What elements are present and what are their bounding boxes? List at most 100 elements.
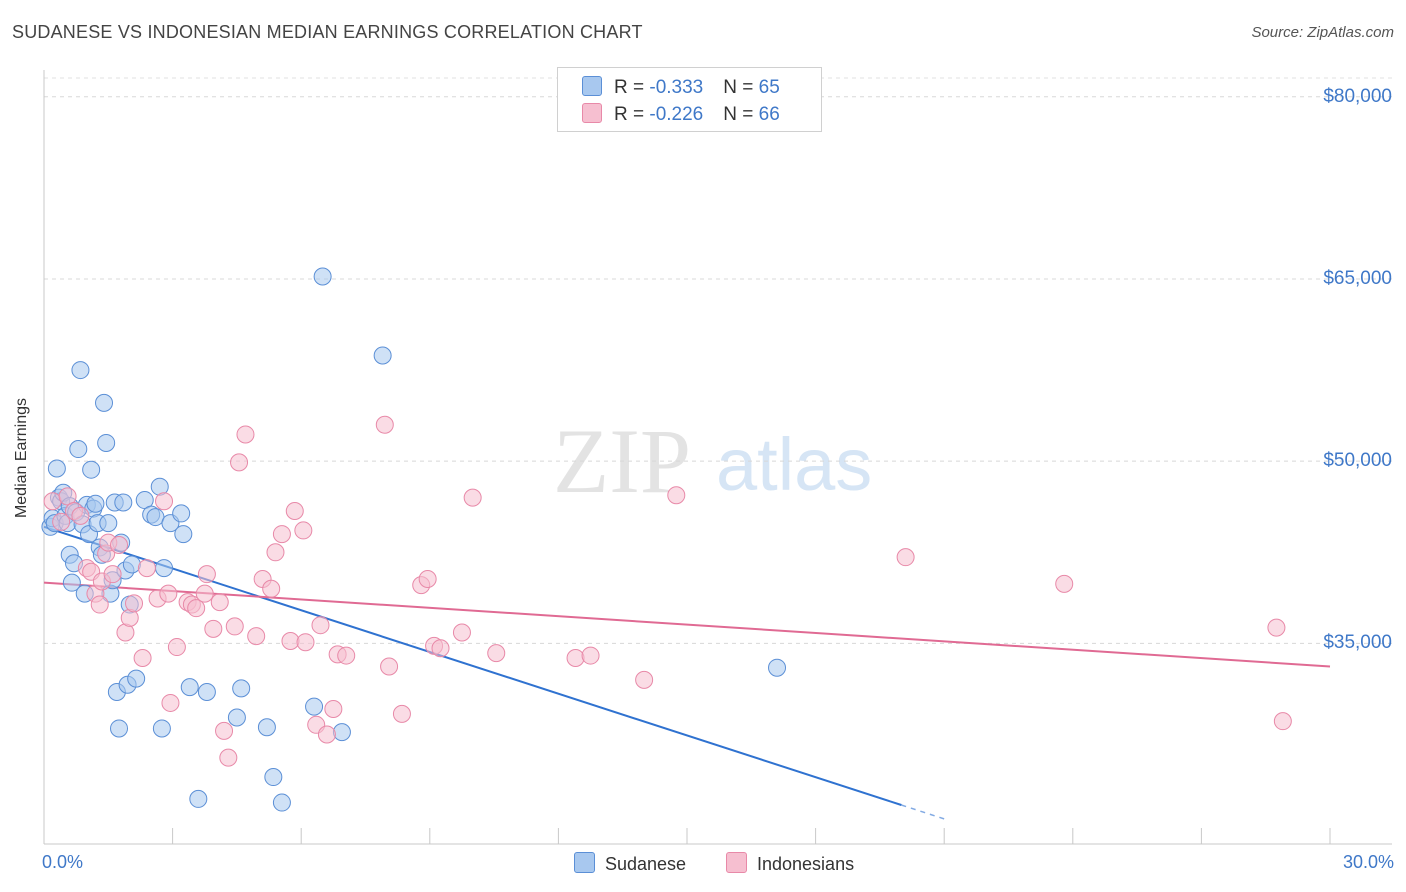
sudanese-point xyxy=(71,361,90,380)
correlation-legend: R = -0.333 N = 65 R = -0.226 N = 66 xyxy=(557,67,822,132)
sudanese-point xyxy=(172,504,191,523)
indonesian-point xyxy=(236,425,255,444)
sudanese-point xyxy=(152,719,171,738)
indonesian-point xyxy=(159,584,178,603)
indonesian-point xyxy=(43,492,62,511)
n-label: N = xyxy=(723,77,759,98)
indonesian-swatch xyxy=(582,103,602,123)
indonesian-point xyxy=(463,488,482,507)
gridlines xyxy=(44,77,1392,644)
indonesian-point xyxy=(667,486,686,505)
sudanese-point xyxy=(95,393,114,412)
sudanese-point xyxy=(155,559,174,578)
sudanese-point xyxy=(127,669,146,688)
indonesian-point xyxy=(52,512,71,531)
y-tick-label: $65,000 xyxy=(1323,267,1392,289)
indonesian-point xyxy=(324,700,343,719)
indonesian-point xyxy=(487,644,506,663)
indonesian-point xyxy=(247,627,266,646)
sudanese-point xyxy=(86,494,105,513)
indonesian-point xyxy=(311,616,330,635)
sudanese-point xyxy=(197,683,216,702)
watermark: ZIP atlas xyxy=(553,410,872,512)
indonesian-point xyxy=(1273,712,1292,731)
sudanese-point xyxy=(82,460,101,479)
indonesian-point xyxy=(896,548,915,567)
indonesian-point xyxy=(167,638,186,657)
indonesian-point xyxy=(204,619,223,638)
chart-title: SUDANESE VS INDONESIAN MEDIAN EARNINGS C… xyxy=(12,22,643,42)
legend-item-indonesians: Indonesians xyxy=(726,852,854,875)
n-label: N = xyxy=(723,104,759,125)
sudanese-point xyxy=(373,346,392,365)
sudanese-point xyxy=(114,493,133,512)
sudanese-point xyxy=(174,525,193,544)
sudanese-point xyxy=(110,719,129,738)
indonesian-point xyxy=(71,506,90,525)
r-value: -0.333 xyxy=(649,77,704,98)
indonesian-point xyxy=(296,633,315,652)
indonesian-point xyxy=(285,501,304,520)
sudanese-point xyxy=(332,723,351,742)
indonesian-legend-label: Indonesians xyxy=(757,854,855,874)
indonesian-point xyxy=(635,670,654,689)
sudanese-point xyxy=(122,555,141,574)
r-value: -0.226 xyxy=(649,104,704,125)
y-tick-label: $35,000 xyxy=(1323,632,1392,654)
y-tick-label: $80,000 xyxy=(1323,85,1392,107)
indonesian-point xyxy=(1267,618,1286,637)
sudanese-point xyxy=(257,718,276,737)
indonesian-point xyxy=(110,536,129,555)
indonesian-trend-line xyxy=(43,581,1331,668)
indonesian-point xyxy=(452,623,471,642)
sudanese-point xyxy=(232,679,251,698)
indonesian-point xyxy=(317,725,336,744)
y-tick-label: $50,000 xyxy=(1323,450,1392,472)
sudanese-point xyxy=(272,793,291,812)
sudanese-point xyxy=(146,508,165,527)
sudanese-point xyxy=(227,708,246,727)
indonesian-point xyxy=(581,646,600,665)
legend-row-sudanese: R = -0.333 N = 65 xyxy=(582,76,780,99)
indonesian-point xyxy=(215,721,234,740)
sudanese-point xyxy=(180,678,199,697)
sudanese-legend-label: Sudanese xyxy=(605,854,687,874)
n-value: 66 xyxy=(758,104,780,125)
sudanese-point xyxy=(313,267,332,286)
indonesian-point xyxy=(137,559,156,578)
r-label: R = xyxy=(614,77,650,98)
indonesian-legend-swatch xyxy=(726,852,747,873)
indonesian-point xyxy=(272,525,291,544)
indonesian-point xyxy=(392,704,411,723)
indonesian-point xyxy=(103,565,122,584)
indonesian-point xyxy=(266,543,285,562)
indonesian-point xyxy=(187,599,206,618)
sudanese-point xyxy=(189,789,208,808)
sudanese-point xyxy=(264,768,283,787)
indonesian-point xyxy=(566,648,585,667)
legend-row-indonesians: R = -0.226 N = 66 xyxy=(582,103,780,126)
indonesian-point xyxy=(90,595,109,614)
sudanese-swatch xyxy=(582,76,602,96)
data-points xyxy=(41,267,1292,812)
sudanese-trend-extension xyxy=(901,804,945,820)
sudanese-point xyxy=(97,433,116,452)
legend-item-sudanese: Sudanese xyxy=(574,852,686,875)
watermark-atlas: atlas xyxy=(716,423,872,506)
sudanese-point xyxy=(47,459,66,478)
indonesian-point xyxy=(230,453,249,472)
source-label: Source: ZipAtlas.com xyxy=(1251,24,1394,41)
sudanese-point xyxy=(768,658,787,677)
sudanese-point xyxy=(69,440,88,459)
indonesian-point xyxy=(294,521,313,540)
sudanese-legend-swatch xyxy=(574,852,595,873)
indonesian-point xyxy=(281,631,300,650)
axes xyxy=(43,70,1392,845)
indonesian-point xyxy=(1055,574,1074,593)
indonesian-point xyxy=(418,570,437,589)
sudanese-point xyxy=(305,697,324,716)
indonesian-point xyxy=(337,646,356,665)
sudanese-point xyxy=(99,514,118,533)
indonesian-point xyxy=(197,565,216,584)
